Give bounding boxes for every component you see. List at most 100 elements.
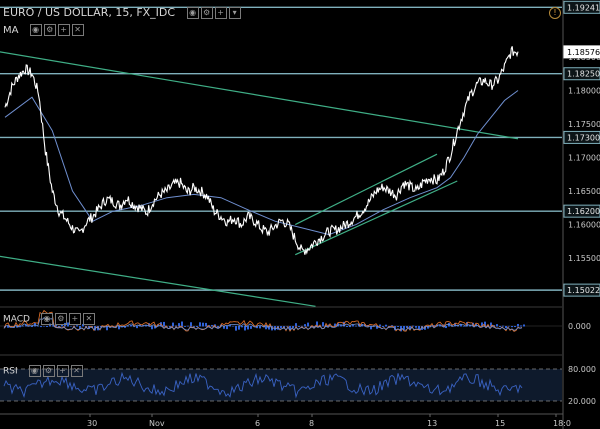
macd-histogram-bar [286, 326, 288, 327]
rsi-tick-label: 80.000 [568, 365, 596, 374]
macd-histogram-bar [166, 326, 168, 327]
trendline [295, 180, 458, 256]
alert-icon[interactable]: ! [549, 7, 561, 19]
close-icon[interactable]: ✕ [71, 24, 84, 36]
more-icon[interactable]: ▾ [228, 7, 241, 19]
add-icon[interactable]: + [56, 365, 69, 377]
macd-histogram-bar [316, 321, 318, 327]
macd-histogram-bar [334, 323, 336, 327]
macd-histogram-bar [364, 324, 366, 327]
macd-histogram-bar [304, 324, 306, 327]
macd-histogram-bar [346, 326, 348, 328]
macd-histogram-bar [253, 325, 255, 327]
macd-histogram-bar [520, 325, 522, 327]
macd-histogram-bar [415, 326, 417, 328]
macd-histogram-bar [409, 326, 411, 330]
level-price-box [563, 67, 600, 81]
macd-histogram-bar [211, 324, 213, 327]
x-tick-label: 15 [495, 419, 505, 428]
macd-histogram-bar [241, 326, 243, 328]
trendline [294, 153, 438, 226]
eye-icon[interactable]: ◉ [28, 365, 41, 377]
macd-histogram-bar [307, 322, 309, 327]
macd-histogram-bar [58, 326, 60, 328]
macd-histogram-bar [244, 326, 246, 331]
level-price-box [563, 0, 600, 14]
macd-histogram-bar [214, 324, 216, 327]
macd-histogram-bar [19, 326, 21, 328]
macd-histogram-bar [250, 326, 252, 329]
macd-histogram-bar [136, 326, 138, 329]
macd-histogram-bar [172, 322, 174, 327]
macd-histogram-bar [49, 323, 51, 327]
macd-histogram-bar [427, 326, 429, 329]
macd-histogram-bar [16, 326, 18, 328]
macd-histogram-bar [130, 325, 132, 327]
ma-label[interactable]: MA [3, 25, 19, 36]
macd-histogram-bar [508, 325, 510, 327]
level-price-box [563, 130, 600, 144]
macd-histogram-bar [469, 325, 471, 327]
macd-histogram-bar [454, 322, 456, 327]
macd-histogram-bar [511, 326, 513, 328]
macd-legend: MACD ◉ ⚙ + ✕ [3, 313, 95, 325]
macd-histogram-bar [376, 326, 378, 329]
macd-histogram-bar [199, 322, 201, 327]
settings-icon[interactable]: ⚙ [43, 24, 56, 36]
ma-legend: MA ◉ ⚙ + ✕ [3, 24, 84, 36]
y-tick-label: 1.18000 [568, 86, 600, 95]
symbol-title[interactable]: EURO / US DOLLAR, 15, FX_IDC [3, 6, 176, 19]
settings-icon[interactable]: ⚙ [54, 313, 67, 325]
level-price-label: 1.17300 [567, 133, 600, 142]
macd-signal-line [3, 317, 523, 331]
macd-histogram-bar [157, 324, 159, 327]
eye-icon[interactable]: ◉ [186, 7, 199, 19]
macd-histogram-bar [505, 326, 507, 329]
add-icon[interactable]: + [68, 313, 81, 325]
y-tick-label: 1.16500 [568, 187, 600, 196]
macd-histogram-bar [145, 325, 147, 327]
close-icon[interactable]: ✕ [82, 313, 95, 325]
x-tick-label: 6 [255, 419, 260, 428]
macd-histogram-bar [76, 325, 78, 327]
macd-histogram-bar [82, 324, 84, 327]
settings-icon[interactable]: ⚙ [42, 365, 55, 377]
add-icon[interactable]: + [214, 7, 227, 19]
macd-histogram-bar [298, 326, 300, 327]
macd-label[interactable]: MACD [3, 314, 30, 325]
ma-line [4, 90, 519, 236]
macd-histogram-bar [223, 326, 225, 329]
macd-histogram-bar [217, 326, 219, 329]
chart-header: EURO / US DOLLAR, 15, FX_IDC ◉ ⚙ + ▾ [3, 6, 241, 19]
macd-histogram-bar [118, 326, 120, 330]
macd-histogram-bar [196, 326, 198, 328]
macd-histogram-bar [370, 326, 372, 330]
eye-icon[interactable]: ◉ [40, 313, 53, 325]
eye-icon[interactable]: ◉ [29, 24, 42, 36]
rsi-label[interactable]: RSI [3, 366, 18, 377]
last-price-label: 1.18576 [567, 48, 600, 57]
ma-buttons: ◉ ⚙ + ✕ [28, 24, 84, 36]
macd-histogram-bar [25, 324, 27, 327]
macd-histogram-bar [292, 326, 294, 329]
level-price-box [563, 204, 600, 218]
macd-histogram-bar [445, 326, 447, 329]
macd-histogram-bar [193, 326, 195, 327]
level-price-label: 1.16200 [567, 207, 600, 216]
macd-histogram-bar [247, 326, 249, 330]
macd-histogram-bar [268, 326, 270, 330]
macd-histogram-bar [232, 325, 234, 327]
macd-histogram-bar [202, 322, 204, 327]
rsi-line [3, 371, 523, 399]
macd-histogram-bar [496, 324, 498, 327]
x-tick-label: 8 [309, 419, 314, 428]
macd-histogram-bar [433, 325, 435, 327]
level-price-label: 1.19241 [567, 3, 600, 12]
macd-histogram-bar [31, 326, 33, 328]
add-icon[interactable]: + [57, 24, 70, 36]
close-icon[interactable]: ✕ [70, 365, 83, 377]
level-price-box [563, 283, 600, 297]
settings-icon[interactable]: ⚙ [200, 7, 213, 19]
x-tick-label: 30 [87, 419, 97, 428]
macd-histogram-bar [175, 325, 177, 327]
